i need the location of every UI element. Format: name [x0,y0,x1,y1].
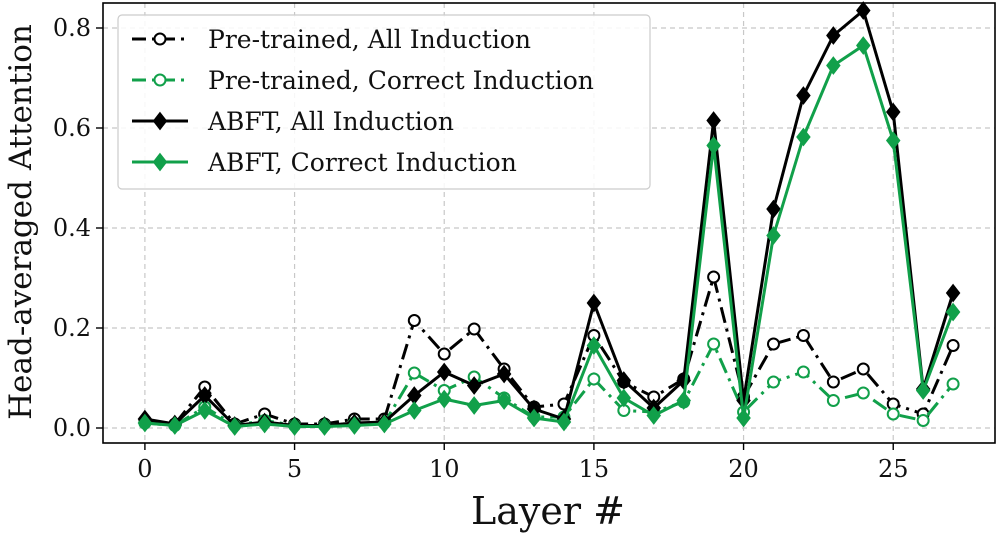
legend-entry: Pre-trained, All Induction [132,25,531,54]
legend-marker [152,111,168,131]
data-point [167,416,183,435]
x-tick-label: 0 [137,455,152,483]
data-point [796,329,810,342]
data-point [707,270,721,284]
series-line [144,44,955,428]
data-point [766,226,781,245]
data-point [437,347,451,361]
data-point [826,26,841,45]
data-point [916,414,930,427]
data-point [676,391,691,410]
data-point [706,111,721,130]
data-point [436,362,452,382]
x-tick-label: 10 [429,455,460,483]
data-point [616,388,632,408]
data-point [856,362,870,376]
data-point [526,408,542,428]
data-point [856,386,870,400]
legend-label: ABFT, All Induction [207,107,454,136]
data-point [766,199,781,219]
series-4 [137,36,961,436]
data-point [796,86,811,105]
data-point [496,391,512,410]
data-point [646,406,662,425]
data-point [466,396,482,415]
legend-entry: ABFT, Correct Induction [132,148,517,177]
data-point [886,407,900,421]
axes: 0 5 10 15 20 25 0.0 0.2 0.4 0.6 0.8 [53,14,909,483]
series-layer [137,1,961,436]
legend-label: Pre-trained, All Induction [208,25,531,54]
y-tick-label: 0.0 [53,414,91,442]
data-point [496,364,512,384]
data-point [826,375,840,389]
data-point [556,412,572,432]
data-point [197,401,213,420]
data-point [586,293,602,313]
data-point [766,375,780,389]
data-point [915,381,931,400]
data-point [826,394,840,407]
data-point [377,414,392,434]
x-tick-label: 5 [287,455,302,483]
x-tick-label: 20 [728,455,759,483]
data-point [946,377,960,391]
data-point [137,413,153,433]
x-tick-label: 15 [579,455,610,483]
data-point [856,1,871,20]
data-point [706,136,721,155]
legend: Pre-trained, All Induction Pre-trained, C… [117,14,651,190]
y-tick-label: 0.6 [53,114,91,142]
data-point [587,372,601,386]
legend-marker [153,32,167,46]
data-point [796,365,810,379]
data-point [287,417,302,436]
y-tick-label: 0.4 [53,214,91,242]
y-axis-label: Head-averaged Attention [3,24,39,420]
data-point [885,131,901,150]
data-point [885,102,901,122]
y-tick-label: 0.8 [53,14,91,42]
legend-label: ABFT, Correct Induction [207,148,517,177]
x-axis-label: Layer # [471,489,625,533]
legend-marker [153,73,167,87]
data-point [257,414,272,434]
data-point [436,389,452,409]
data-point [586,336,602,355]
data-point [796,127,811,147]
data-point [945,302,961,322]
legend-label: Pre-trained, Correct Induction [208,66,594,95]
data-point [407,314,421,327]
data-point [407,401,422,420]
data-point [466,376,482,395]
data-point [856,36,871,55]
data-point [317,417,332,436]
data-point [946,339,960,352]
data-point [227,417,242,436]
legend-entry: ABFT, All Induction [132,107,454,136]
legend-box [117,14,651,190]
data-point [766,337,780,351]
data-point [347,416,362,435]
y-tick-label: 0.2 [53,314,91,342]
data-point [407,366,421,380]
data-point [467,322,481,336]
legend-entry: Pre-trained, Correct Induction [132,66,594,95]
legend-marker [152,152,168,172]
data-point [707,337,721,351]
data-point [826,56,841,75]
x-tick-label: 25 [878,455,909,483]
data-point [945,283,961,303]
data-point [736,408,751,428]
plot-frame [102,2,996,444]
